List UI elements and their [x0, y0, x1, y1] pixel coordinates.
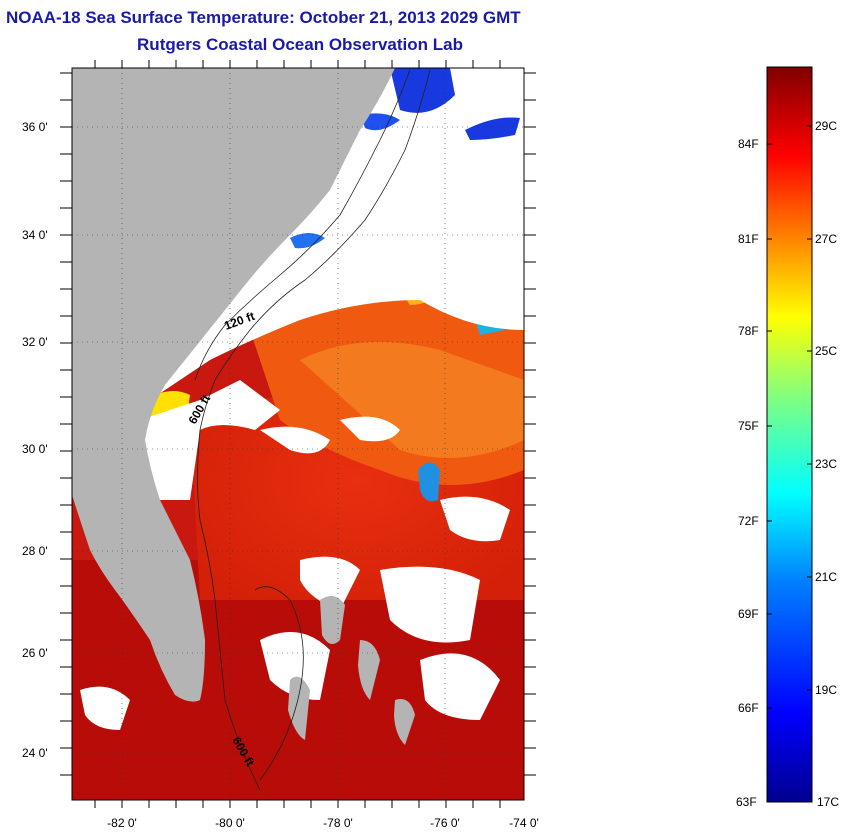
colorbar-f-label: 69F — [738, 607, 759, 621]
lat-tick-label: 36 0' — [22, 120, 48, 134]
lat-axis: 36 0' 34 0' 32 0' 30 0' 28 0' 26 0' 24 0… — [22, 120, 48, 760]
colorbar-f-label: 84F — [738, 137, 759, 151]
lon-tick-label: -78 0' — [323, 816, 353, 830]
colorbar: 84F 81F 78F 75F 72F 69F 66F 63F 29C 27C … — [736, 66, 839, 809]
lat-tick-label: 28 0' — [22, 544, 48, 558]
graticule — [72, 68, 524, 800]
sst-field — [72, 68, 524, 800]
colorbar-c-label: 17C — [817, 795, 839, 809]
colorbar-f-label: 72F — [738, 514, 759, 528]
lat-tick-label: 26 0' — [22, 646, 48, 660]
lon-tick-label: -74 0' — [509, 816, 539, 830]
lat-tick-label: 30 0' — [22, 442, 48, 456]
colorbar-c-label: 25C — [815, 344, 837, 358]
colorbar-c-label: 27C — [815, 232, 837, 246]
colorbar-ticks — [767, 125, 812, 709]
axis-ticks — [60, 60, 536, 808]
map-title: NOAA-18 Sea Surface Temperature: October… — [6, 8, 521, 27]
colorbar-c-label: 29C — [815, 119, 837, 133]
colorbar-f-label: 75F — [738, 419, 759, 433]
colorbar-c-label: 19C — [815, 683, 837, 697]
lon-axis: -82 0' -80 0' -78 0' -76 0' -74 0' — [107, 816, 539, 830]
colorbar-f-label: 81F — [738, 232, 759, 246]
colorbar-f-label: 63F — [736, 795, 757, 809]
lon-tick-label: -76 0' — [430, 816, 460, 830]
colorbar-c-label: 23C — [815, 457, 837, 471]
map-subtitle: Rutgers Coastal Ocean Observation Lab — [137, 35, 463, 54]
lat-tick-label: 34 0' — [22, 228, 48, 242]
colorbar-f-label: 78F — [738, 324, 759, 338]
lat-tick-label: 24 0' — [22, 746, 48, 760]
colorbar-c-label: 21C — [815, 570, 837, 584]
map-frame — [71, 67, 525, 801]
lat-tick-label: 32 0' — [22, 335, 48, 349]
lon-tick-label: -80 0' — [215, 816, 245, 830]
lon-tick-label: -82 0' — [107, 816, 137, 830]
colorbar-f-label: 66F — [738, 701, 759, 715]
colorbar-gradient — [766, 66, 813, 803]
